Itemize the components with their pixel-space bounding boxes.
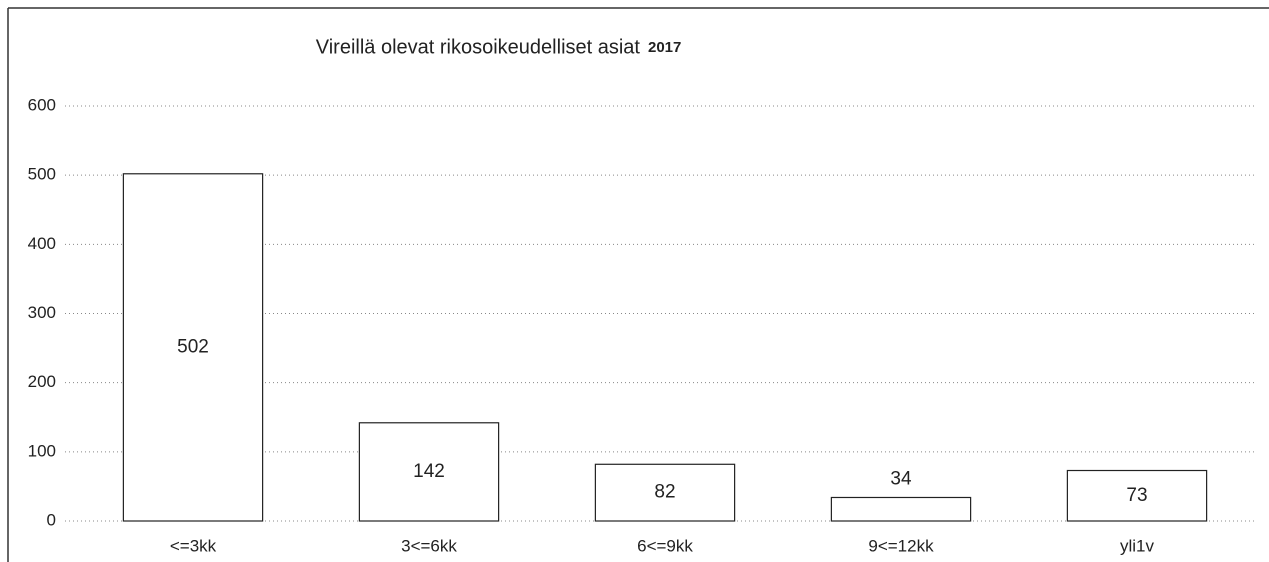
bar [1066, 469, 1208, 522]
data-label: 34 [890, 468, 912, 489]
data-label: 82 [654, 482, 675, 503]
y-tick-label: 300 [28, 303, 56, 322]
y-tick-label: 500 [28, 165, 56, 184]
chart-subtitle: 2017 [648, 39, 681, 56]
bar [122, 173, 264, 522]
data-label: 502 [177, 336, 209, 357]
data-label: 142 [413, 461, 445, 482]
chart-title: Vireillä olevat rikosoikeudelliset asiat [316, 36, 641, 58]
x-tick-label: <=3kk [170, 536, 217, 555]
bar [594, 463, 736, 522]
y-tick-label: 600 [28, 95, 56, 114]
y-tick-label: 200 [28, 372, 56, 391]
y-tick-label: 400 [28, 234, 56, 253]
bar [830, 496, 972, 522]
y-tick-label: 0 [47, 510, 56, 529]
x-tick-label: 9<=12kk [868, 536, 934, 555]
x-tick-label: 3<=6kk [401, 536, 457, 555]
x-tick-label: 6<=9kk [637, 536, 693, 555]
y-tick-label: 100 [28, 441, 56, 460]
bar [358, 422, 500, 522]
x-tick-label: yli1v [1120, 536, 1155, 555]
data-label: 73 [1126, 485, 1147, 506]
